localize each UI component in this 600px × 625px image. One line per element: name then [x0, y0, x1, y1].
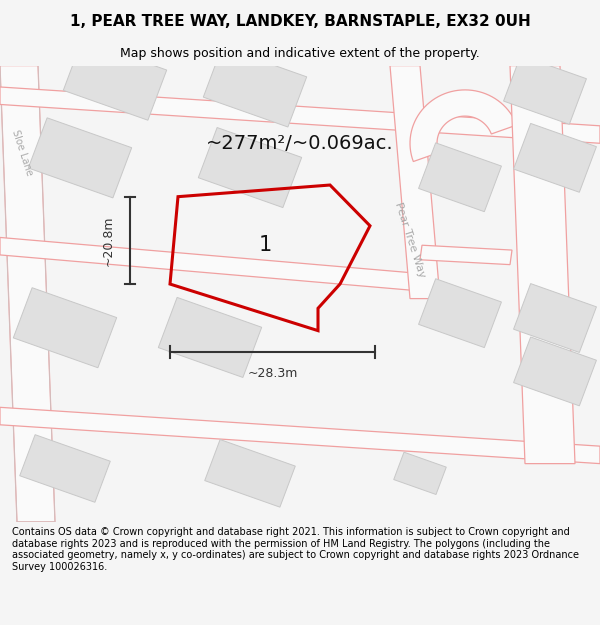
- Polygon shape: [0, 408, 600, 464]
- Text: Sloe Lane: Sloe Lane: [10, 129, 34, 177]
- Polygon shape: [199, 127, 302, 208]
- Polygon shape: [203, 47, 307, 127]
- Text: Pear Tree Way: Pear Tree Way: [393, 201, 427, 279]
- Polygon shape: [28, 118, 131, 198]
- Polygon shape: [514, 284, 596, 352]
- Polygon shape: [420, 245, 512, 264]
- Polygon shape: [410, 90, 517, 161]
- Polygon shape: [419, 279, 502, 348]
- Polygon shape: [20, 434, 110, 502]
- Polygon shape: [0, 87, 600, 143]
- Text: Map shows position and indicative extent of the property.: Map shows position and indicative extent…: [120, 48, 480, 60]
- Polygon shape: [510, 66, 575, 464]
- Polygon shape: [158, 298, 262, 378]
- Text: ~20.8m: ~20.8m: [101, 215, 115, 266]
- Polygon shape: [503, 56, 586, 124]
- Polygon shape: [394, 452, 446, 494]
- Polygon shape: [64, 40, 167, 120]
- Polygon shape: [419, 143, 502, 212]
- Text: 1, PEAR TREE WAY, LANDKEY, BARNSTAPLE, EX32 0UH: 1, PEAR TREE WAY, LANDKEY, BARNSTAPLE, E…: [70, 14, 530, 29]
- Polygon shape: [13, 288, 116, 368]
- Text: ~28.3m: ~28.3m: [247, 367, 298, 380]
- Polygon shape: [0, 66, 55, 522]
- Polygon shape: [390, 66, 440, 299]
- Polygon shape: [205, 439, 295, 507]
- Text: ~277m²/~0.069ac.: ~277m²/~0.069ac.: [206, 134, 394, 152]
- Polygon shape: [0, 238, 430, 292]
- Text: Contains OS data © Crown copyright and database right 2021. This information is : Contains OS data © Crown copyright and d…: [12, 527, 579, 572]
- Polygon shape: [514, 337, 596, 406]
- Text: 1: 1: [259, 235, 272, 255]
- Polygon shape: [514, 123, 596, 192]
